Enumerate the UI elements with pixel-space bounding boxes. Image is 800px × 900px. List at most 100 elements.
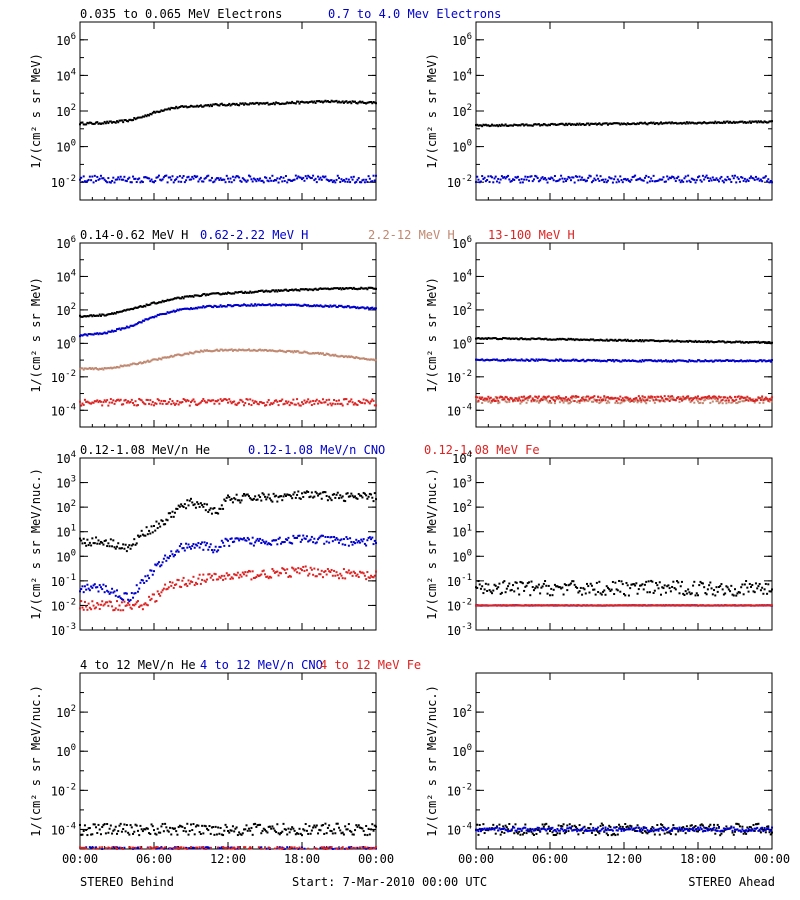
- data-point: [259, 289, 262, 292]
- data-point: [557, 338, 560, 341]
- data-point: [552, 398, 555, 401]
- data-point: [531, 124, 534, 127]
- data-point: [595, 359, 598, 362]
- data-point: [241, 177, 244, 180]
- data-point: [491, 604, 494, 607]
- data-point: [370, 180, 373, 183]
- data-point: [203, 349, 206, 352]
- data-point: [565, 604, 568, 607]
- data-point: [304, 303, 307, 306]
- data-point: [730, 401, 733, 404]
- data-point: [373, 287, 376, 290]
- data-point: [750, 359, 753, 362]
- data-point: [657, 359, 660, 362]
- data-point: [752, 398, 755, 401]
- data-point: [135, 404, 138, 407]
- data-point: [214, 400, 217, 403]
- data-point: [283, 180, 286, 183]
- data-point: [169, 311, 172, 314]
- data-point: [483, 604, 486, 607]
- data-point: [190, 295, 192, 298]
- data-point: [664, 359, 667, 362]
- data-point: [301, 401, 303, 404]
- data-point: [203, 292, 206, 295]
- data-point: [725, 402, 728, 405]
- data-point: [83, 180, 86, 183]
- data-point: [298, 289, 301, 292]
- data-point: [366, 101, 369, 104]
- data-point: [546, 604, 549, 607]
- data-point: [217, 292, 220, 295]
- data-point: [475, 358, 477, 361]
- data-point: [125, 592, 128, 595]
- data-point: [742, 179, 745, 182]
- data-point: [303, 179, 306, 182]
- data-point: [358, 570, 361, 573]
- data-point: [133, 307, 136, 310]
- data-point: [632, 359, 635, 362]
- data-point: [573, 604, 576, 607]
- data-point: [676, 359, 679, 362]
- series-0: [475, 336, 773, 345]
- data-point: [608, 604, 611, 607]
- data-point: [688, 604, 691, 607]
- data-point: [619, 590, 622, 593]
- data-point: [518, 178, 521, 181]
- data-point: [646, 123, 649, 126]
- data-point: [103, 331, 106, 334]
- data-point: [323, 100, 326, 103]
- data-point: [342, 101, 345, 104]
- data-point: [558, 604, 561, 607]
- data-point: [217, 399, 220, 402]
- data-point: [312, 305, 315, 308]
- data-point: [573, 359, 576, 362]
- data-point: [577, 591, 580, 594]
- data-point: [742, 341, 745, 344]
- data-point: [139, 116, 142, 119]
- data-point: [355, 574, 358, 577]
- data-point: [540, 398, 543, 401]
- data-point: [315, 541, 318, 544]
- data-point: [188, 294, 191, 297]
- data-point: [674, 588, 677, 591]
- data-point: [539, 604, 542, 607]
- data-point: [255, 575, 258, 578]
- y-tick-label: 101: [452, 524, 472, 540]
- data-point: [514, 337, 517, 340]
- data-point: [116, 120, 118, 123]
- data-point: [145, 526, 148, 529]
- data-point: [246, 536, 249, 539]
- data-point: [90, 314, 93, 317]
- data-point: [267, 577, 270, 580]
- data-point: [289, 102, 292, 105]
- data-point: [298, 102, 301, 105]
- data-point: [725, 399, 728, 402]
- data-point: [350, 102, 353, 105]
- data-point: [705, 174, 708, 177]
- data-point: [243, 303, 246, 306]
- data-point: [88, 333, 91, 336]
- y-tick-label: 10-2: [51, 782, 76, 798]
- data-point: [265, 289, 268, 292]
- data-point: [724, 604, 727, 607]
- data-point: [752, 120, 755, 123]
- data-point: [350, 540, 353, 543]
- data-point: [536, 337, 539, 340]
- data-point: [655, 581, 658, 584]
- data-point: [657, 399, 660, 402]
- data-point: [280, 495, 283, 498]
- data-point: [192, 295, 195, 298]
- data-point: [132, 401, 135, 404]
- data-point: [710, 340, 713, 343]
- data-point: [88, 589, 91, 592]
- data-point: [175, 550, 178, 553]
- data-point: [323, 176, 326, 179]
- data-point: [375, 287, 377, 290]
- data-point: [165, 826, 168, 829]
- data-point: [771, 396, 773, 399]
- data-point: [228, 180, 231, 183]
- data-point: [647, 580, 650, 583]
- data-point: [578, 604, 581, 607]
- data-point: [330, 179, 333, 182]
- data-point: [125, 401, 128, 404]
